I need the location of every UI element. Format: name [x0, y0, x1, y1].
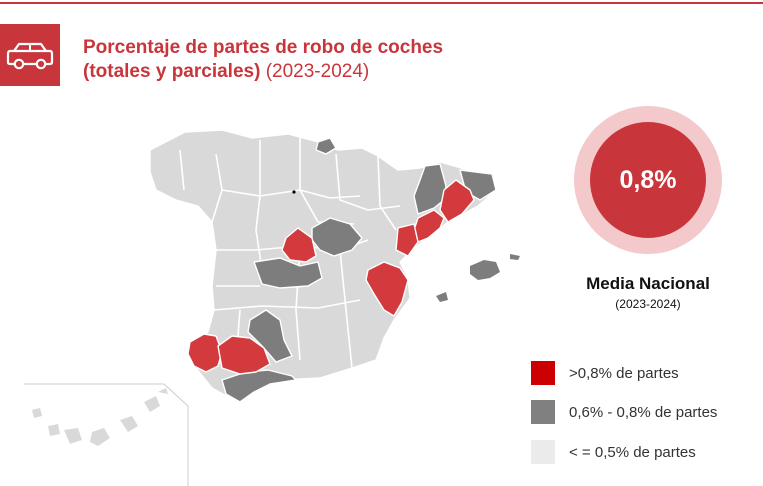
canary-islands	[32, 388, 168, 446]
legend-label-mid: 0,6% - 0,8% de partes	[569, 403, 718, 421]
car-icon	[6, 42, 54, 70]
national-average-label: Media Nacional	[586, 274, 710, 293]
province-valencia	[365, 261, 409, 317]
island-menorca	[510, 254, 520, 260]
island-mallorca	[470, 260, 500, 280]
legend-swatch-mid	[531, 400, 555, 424]
province-cordoba	[247, 309, 293, 363]
legend-label-high: >0,8% de partes	[569, 364, 679, 382]
province-lleida	[413, 163, 447, 215]
national-average-years: (2023-2024)	[615, 297, 681, 311]
top-rule	[0, 2, 763, 4]
province-castellon	[395, 223, 419, 257]
map-dot	[292, 190, 296, 194]
mainland-base	[149, 129, 497, 401]
title-line-2: (totales y parciales)	[83, 61, 261, 82]
legend-swatch-high	[531, 361, 555, 385]
chart-title: Porcentaje de partes de robo de coches (…	[83, 36, 443, 84]
spain-map	[24, 129, 520, 486]
title-years: (2023-2024)	[265, 61, 370, 82]
province-barcelona	[439, 179, 475, 223]
national-average-value: 0,8%	[590, 122, 706, 238]
legend-item-low: < = 0,5% de partes	[531, 440, 696, 464]
island-ibiza	[436, 292, 448, 302]
legend-item-mid: 0,6% - 0,8% de partes	[531, 400, 717, 424]
province-huelva	[187, 333, 223, 373]
province-guadalajara	[311, 217, 363, 257]
canary-frame	[24, 383, 189, 486]
legend-label-low: < = 0,5% de partes	[569, 443, 696, 461]
title-line-1: Porcentaje de partes de robo de coches	[83, 37, 444, 58]
icon-box	[0, 24, 60, 86]
province-madrid	[281, 227, 317, 263]
province-gipuzkoa	[315, 137, 337, 155]
province-toledo	[253, 257, 323, 289]
legend-swatch-low	[531, 440, 555, 464]
province-sevilla	[217, 335, 271, 375]
legend-item-high: >0,8% de partes	[531, 361, 679, 385]
